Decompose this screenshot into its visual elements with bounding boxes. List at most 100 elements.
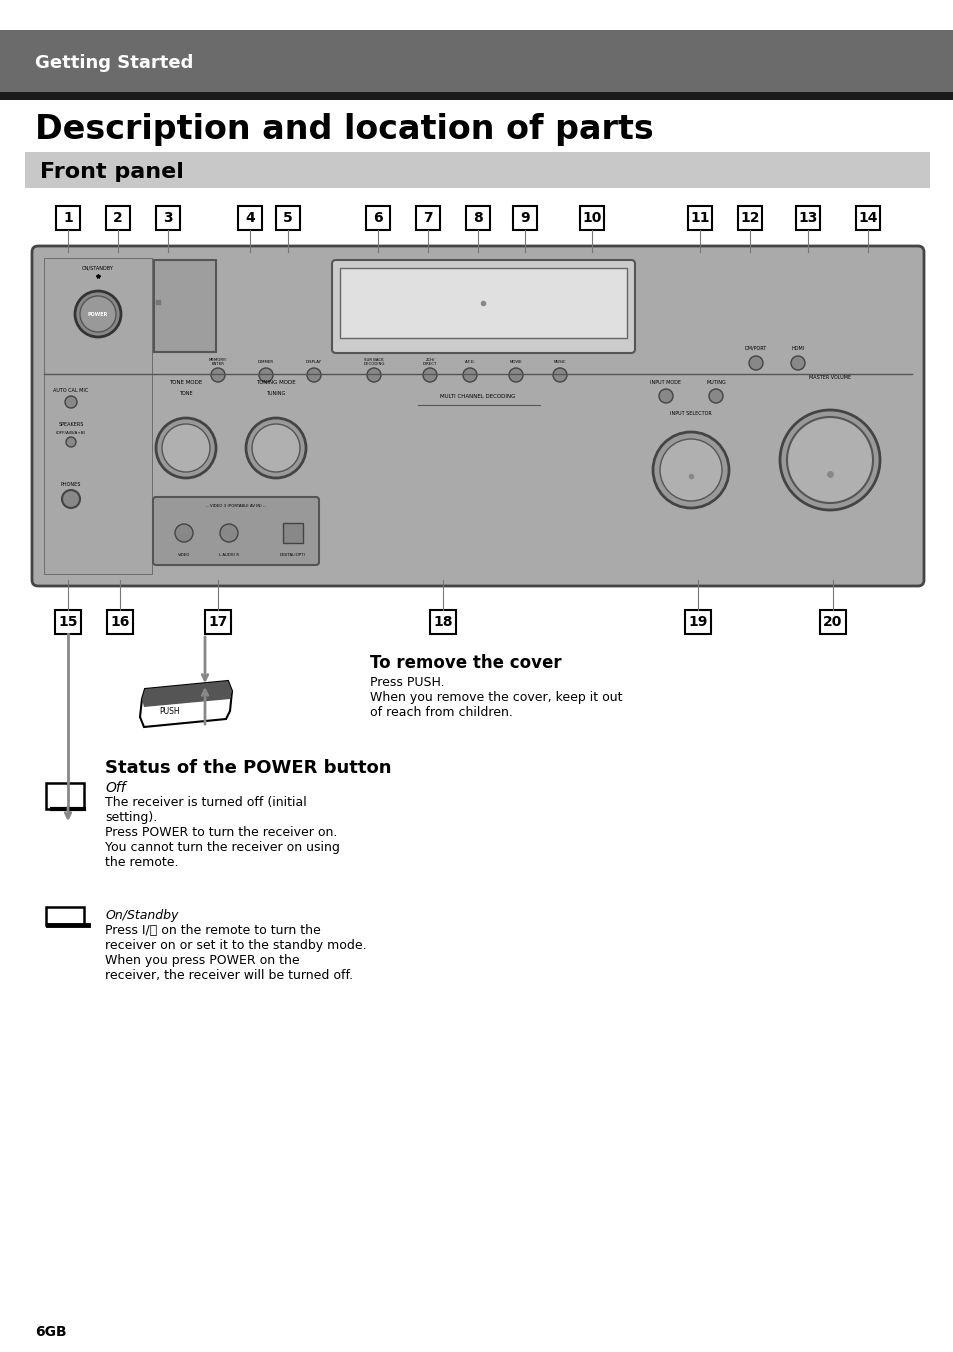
- Bar: [855, 206, 879, 230]
- Bar: [46, 783, 84, 808]
- Circle shape: [307, 368, 320, 383]
- Text: Press I/⏻ on the remote to turn the
receiver on or set it to the standby mode.
W: Press I/⏻ on the remote to turn the rece…: [105, 923, 366, 982]
- Bar: [795, 206, 820, 230]
- Text: TUNING: TUNING: [266, 391, 285, 396]
- Bar: [106, 206, 130, 230]
- Circle shape: [708, 389, 722, 403]
- Text: SPEAKERS: SPEAKERS: [58, 422, 84, 427]
- Text: 5: 5: [283, 211, 293, 226]
- Text: 2: 2: [113, 211, 123, 226]
- Text: Off: Off: [105, 781, 126, 795]
- Text: When you remove the cover, keep it out
of reach from children.: When you remove the cover, keep it out o…: [370, 691, 622, 719]
- Text: 6GB: 6GB: [35, 1325, 67, 1338]
- Bar: [275, 206, 299, 230]
- Text: DIMMER: DIMMER: [257, 360, 274, 364]
- Text: Getting Started: Getting Started: [35, 54, 193, 72]
- Bar: [513, 206, 537, 230]
- Circle shape: [659, 389, 672, 403]
- FancyBboxPatch shape: [332, 260, 635, 353]
- Text: TUNING MODE: TUNING MODE: [256, 380, 295, 385]
- Text: L AUDIO R: L AUDIO R: [219, 553, 239, 557]
- Circle shape: [62, 489, 80, 508]
- Circle shape: [462, 368, 476, 383]
- Bar: [0, 30, 953, 92]
- Circle shape: [748, 356, 762, 370]
- Text: MOVIE: MOVIE: [509, 360, 521, 364]
- Text: 13: 13: [798, 211, 817, 226]
- Text: 9: 9: [519, 211, 529, 226]
- Text: 18: 18: [433, 615, 453, 630]
- Circle shape: [367, 368, 380, 383]
- Bar: [107, 610, 132, 634]
- Circle shape: [790, 356, 804, 370]
- Text: 11: 11: [690, 211, 709, 226]
- Text: Press PUSH.: Press PUSH.: [370, 676, 444, 690]
- Text: 3: 3: [163, 211, 172, 226]
- Text: PHONES: PHONES: [61, 483, 81, 488]
- Text: MUSIC: MUSIC: [553, 360, 566, 364]
- Bar: [237, 206, 262, 230]
- Text: A.F.D.: A.F.D.: [464, 360, 475, 364]
- Text: DIGITAL(OPT): DIGITAL(OPT): [279, 553, 306, 557]
- Circle shape: [211, 368, 225, 383]
- Text: -- VIDEO 3 (PORTABLE AV IN) --: -- VIDEO 3 (PORTABLE AV IN) --: [206, 504, 266, 508]
- Text: 17: 17: [208, 615, 228, 630]
- Bar: [0, 92, 953, 100]
- Circle shape: [780, 410, 879, 510]
- Polygon shape: [140, 681, 232, 727]
- Circle shape: [66, 437, 76, 448]
- Bar: [820, 610, 845, 634]
- Text: Description and location of parts: Description and location of parts: [35, 114, 653, 146]
- Text: AUTO CAL MIC: AUTO CAL MIC: [53, 388, 89, 392]
- Text: Status of the POWER button: Status of the POWER button: [105, 758, 391, 777]
- Text: 19: 19: [688, 615, 707, 630]
- Text: TONE MODE: TONE MODE: [170, 380, 202, 385]
- Text: MULTI CHANNEL DECODING: MULTI CHANNEL DECODING: [440, 393, 516, 399]
- Circle shape: [258, 368, 273, 383]
- Text: DISPLAY: DISPLAY: [306, 360, 322, 364]
- Bar: [55, 610, 81, 634]
- Text: (OFF/A/B/A+B): (OFF/A/B/A+B): [56, 431, 86, 435]
- Text: SUR BACK
DECODING: SUR BACK DECODING: [363, 358, 384, 366]
- Text: HDMI: HDMI: [791, 346, 803, 352]
- Bar: [366, 206, 390, 230]
- Text: 10: 10: [581, 211, 601, 226]
- Bar: [738, 206, 761, 230]
- Circle shape: [220, 525, 237, 542]
- FancyBboxPatch shape: [32, 246, 923, 585]
- Bar: [465, 206, 490, 230]
- Text: 14: 14: [858, 211, 877, 226]
- Text: 6: 6: [373, 211, 382, 226]
- Circle shape: [80, 296, 116, 333]
- Bar: [46, 907, 84, 925]
- Circle shape: [786, 416, 872, 503]
- Bar: [44, 258, 152, 575]
- Text: INPUT SELECTOR: INPUT SELECTOR: [669, 411, 711, 416]
- Text: 2CH/
DIRECT: 2CH/ DIRECT: [422, 358, 436, 366]
- Text: 15: 15: [58, 615, 77, 630]
- Circle shape: [156, 418, 215, 479]
- Bar: [156, 206, 180, 230]
- Text: MUTING: MUTING: [705, 380, 725, 385]
- Bar: [205, 610, 231, 634]
- Circle shape: [509, 368, 522, 383]
- Bar: [339, 268, 626, 338]
- Text: INPUT MODE: INPUT MODE: [650, 380, 680, 385]
- Text: MASTER VOLUME: MASTER VOLUME: [808, 375, 850, 380]
- Bar: [283, 523, 303, 544]
- Circle shape: [246, 418, 306, 479]
- Text: MEMORY/
ENTER: MEMORY/ ENTER: [209, 358, 227, 366]
- Circle shape: [174, 525, 193, 542]
- Text: Front panel: Front panel: [40, 162, 184, 183]
- Circle shape: [422, 368, 436, 383]
- Circle shape: [65, 396, 77, 408]
- Circle shape: [252, 425, 299, 472]
- Bar: [579, 206, 603, 230]
- Text: 16: 16: [111, 615, 130, 630]
- Circle shape: [652, 433, 728, 508]
- Text: 4: 4: [245, 211, 254, 226]
- FancyBboxPatch shape: [153, 260, 215, 352]
- Circle shape: [553, 368, 566, 383]
- Text: PUSH: PUSH: [159, 707, 180, 715]
- Text: 1: 1: [63, 211, 72, 226]
